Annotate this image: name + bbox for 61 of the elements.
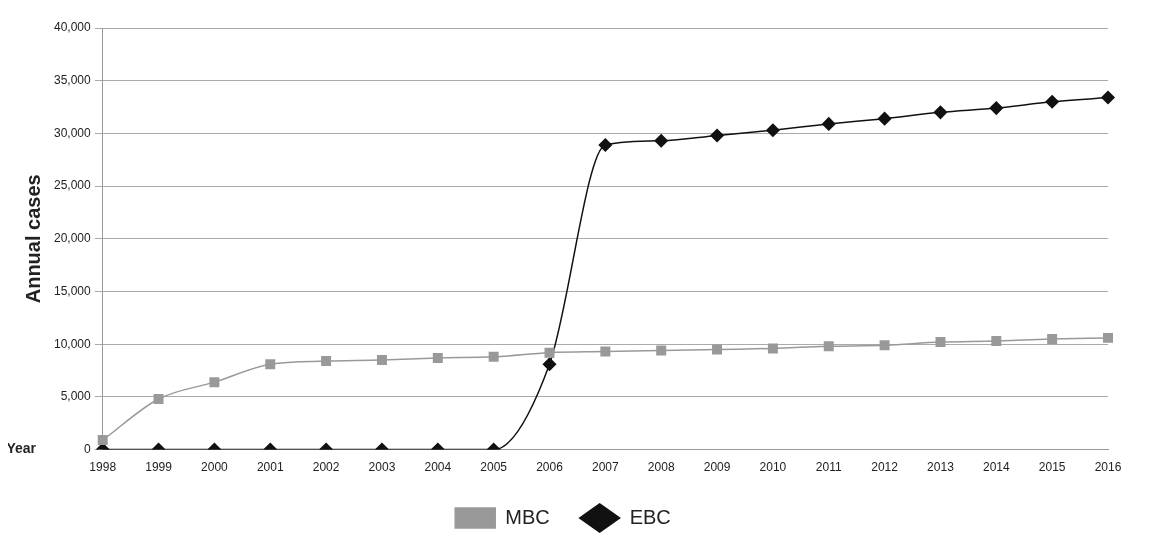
point <box>879 340 890 351</box>
y-tick-label: 0 <box>84 441 92 456</box>
y-tick-label: 25,000 <box>54 178 92 193</box>
x-tick-label: 2016 <box>1094 460 1122 475</box>
x-tick-label: 2001 <box>256 460 284 475</box>
x-tick-label: 1998 <box>89 460 117 475</box>
x-tick-label: 2012 <box>871 460 899 475</box>
x-tick-label: 2013 <box>927 460 955 475</box>
x-tick-label: 2007 <box>592 460 620 475</box>
point <box>209 377 220 388</box>
point <box>989 101 1004 115</box>
point <box>321 356 332 367</box>
point <box>1101 90 1115 105</box>
point <box>933 105 948 120</box>
x-tick-label: 2003 <box>368 460 396 475</box>
point <box>488 351 499 362</box>
y-tick-label: 5,000 <box>60 389 92 404</box>
y-tick-label: 20,000 <box>54 231 92 246</box>
point <box>376 355 387 365</box>
point <box>153 394 164 404</box>
y-tick-label: 15,000 <box>54 283 92 298</box>
x-tick-label: 2010 <box>759 460 787 475</box>
point <box>712 344 723 355</box>
point <box>598 138 613 152</box>
x-tick-label: 2000 <box>201 460 229 475</box>
point <box>1103 332 1113 343</box>
point <box>1047 333 1058 344</box>
legend-label: MBC <box>505 505 550 528</box>
x-tick-label: 2008 <box>647 460 675 475</box>
x-tick-label: 2009 <box>703 460 731 475</box>
point <box>600 346 611 357</box>
point <box>542 357 557 371</box>
point <box>654 134 668 148</box>
point <box>432 352 443 363</box>
y-tick-label: 40,000 <box>54 20 92 35</box>
legend-label: EBC <box>629 505 671 528</box>
point <box>97 435 108 446</box>
point <box>991 336 1002 347</box>
x-tick-label: 2006 <box>536 460 564 475</box>
point <box>822 117 836 131</box>
x-tick-label: 2011 <box>815 460 842 475</box>
point <box>766 123 780 137</box>
x-tick-label: 2002 <box>312 460 340 475</box>
point <box>823 341 834 352</box>
y-tick-label: 10,000 <box>54 336 92 351</box>
x-tick-label: 2015 <box>1038 460 1066 475</box>
y-tick-label: 30,000 <box>54 125 92 140</box>
point <box>710 128 724 143</box>
y-axis-title: Annual cases <box>21 174 44 304</box>
x-tick-label: 2014 <box>982 460 1010 475</box>
point <box>656 345 667 356</box>
x-tick-label: 2005 <box>480 460 508 475</box>
point <box>767 343 778 354</box>
point <box>544 347 555 358</box>
point <box>1045 95 1059 109</box>
x-tick-label: 1999 <box>145 460 173 475</box>
point <box>935 337 946 348</box>
point <box>265 359 276 370</box>
x-tick-label: 2004 <box>424 460 452 475</box>
point <box>877 111 892 126</box>
y-tick-label: 35,000 <box>54 73 92 88</box>
